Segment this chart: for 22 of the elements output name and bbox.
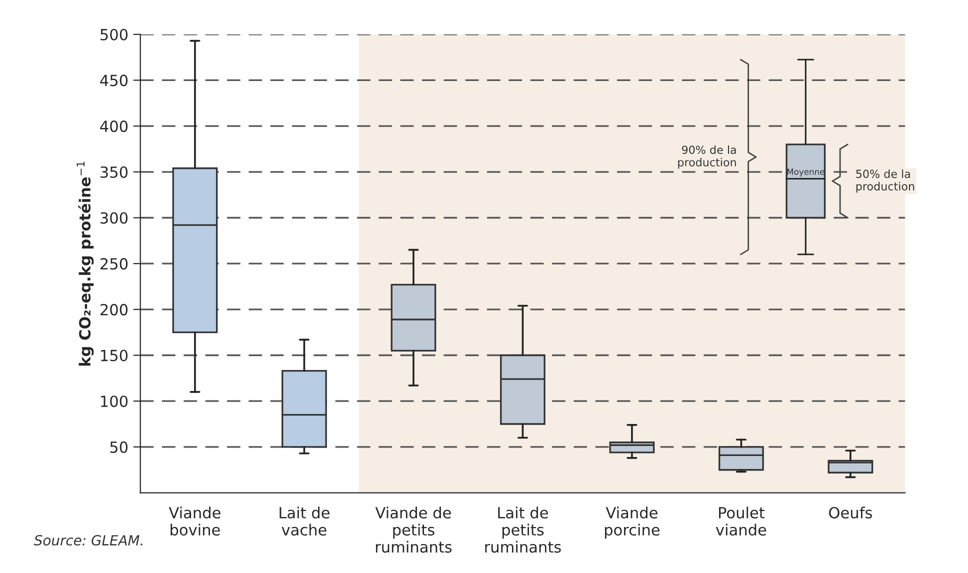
source-note: Source: GLEAM. xyxy=(34,535,142,546)
y-tick-label: 400 xyxy=(100,120,128,132)
x-tick-label: Oeufs xyxy=(829,506,872,518)
y-tick-label: 250 xyxy=(100,258,128,270)
y-tick-label: 500 xyxy=(100,28,128,40)
y-tick-label: 300 xyxy=(100,212,128,224)
y-tick-label: 200 xyxy=(100,304,128,316)
x-tick-label: Viande porcine xyxy=(604,506,660,539)
x-tick-label: Lait de vache xyxy=(280,506,330,536)
x-tick-label: Poulet viande xyxy=(716,506,766,536)
y-tick-label: 350 xyxy=(100,166,128,178)
annotation: 90% de la production xyxy=(678,145,736,169)
x-tick-label: Lait de petits ruminants xyxy=(485,506,561,553)
y-tick-label: 100 xyxy=(101,396,128,408)
y-tick-label: 450 xyxy=(100,74,128,86)
annotation: 50% de la production xyxy=(856,169,914,193)
x-tick-label: Viande de petits ruminants xyxy=(375,506,452,553)
y-tick-label: 150 xyxy=(101,350,128,362)
annotation: Moyenne xyxy=(787,168,824,176)
x-tick-label: Viande bovine xyxy=(168,506,220,536)
y-tick-label: 50 xyxy=(110,441,128,453)
y-axis-title: kg CO₂-eq.kg protéine$^{−1}$ xyxy=(76,162,94,366)
